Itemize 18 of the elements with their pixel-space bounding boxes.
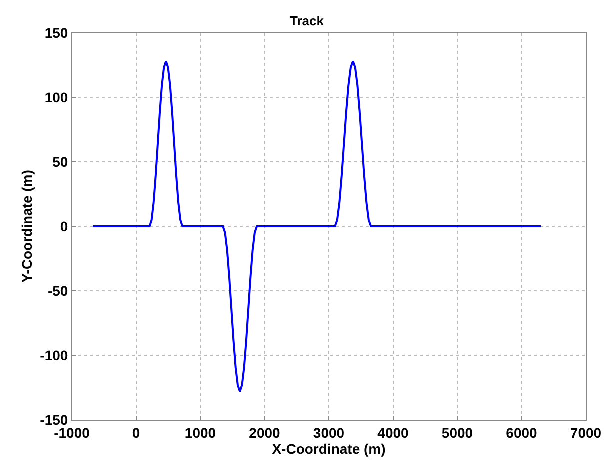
y-tick-label: -100 bbox=[40, 347, 68, 364]
x-tick-label: 2000 bbox=[249, 424, 281, 441]
x-axis-title: X-Coordinate (m) bbox=[272, 440, 386, 457]
line-series bbox=[92, 60, 542, 393]
x-tick-label: 3000 bbox=[313, 424, 345, 441]
x-tick-label: 4000 bbox=[378, 424, 410, 441]
x-tick-label: 5000 bbox=[442, 424, 474, 441]
y-axis-title: Y-Coordinate (m) bbox=[18, 170, 35, 283]
y-tick-label: 0 bbox=[60, 218, 68, 234]
x-tick-label: 7000 bbox=[570, 424, 602, 441]
y-tick-label: 150 bbox=[44, 24, 68, 41]
y-tick-label: 100 bbox=[44, 89, 68, 106]
chart-title: Track bbox=[290, 13, 325, 28]
y-tick-label: 50 bbox=[52, 154, 68, 170]
x-tick-label: 6000 bbox=[506, 424, 538, 441]
x-tick-label: 1000 bbox=[184, 424, 216, 441]
x-tick-label: 0 bbox=[132, 424, 140, 441]
y-tick-label: -50 bbox=[48, 282, 68, 299]
